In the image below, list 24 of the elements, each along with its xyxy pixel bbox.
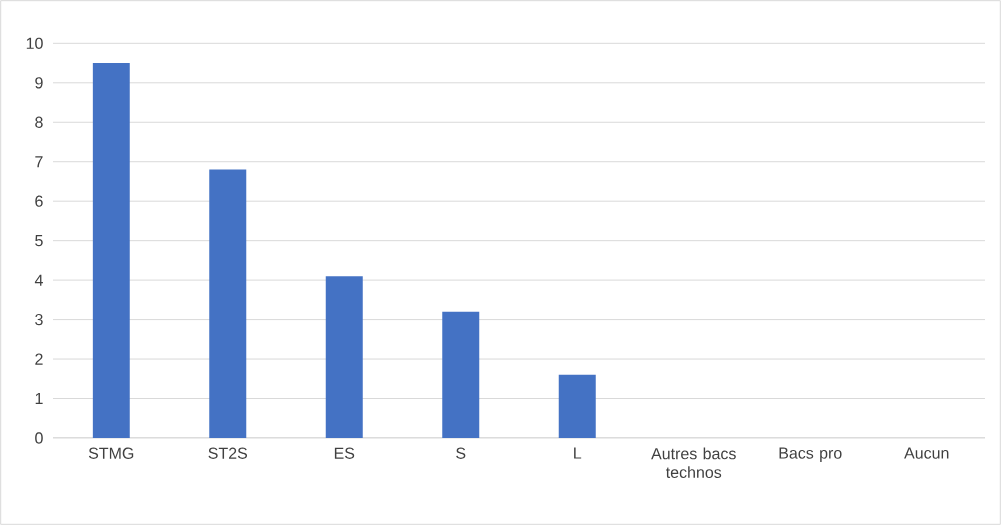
y-tick-label: 2 bbox=[35, 353, 43, 365]
x-tick-label: ST2S bbox=[208, 447, 248, 459]
bar bbox=[558, 374, 596, 438]
x-tick-label: Aucun bbox=[904, 447, 949, 459]
bar bbox=[92, 63, 130, 438]
y-tick-label: 4 bbox=[34, 274, 43, 286]
y-tick-label: 0 bbox=[35, 432, 43, 444]
y-tick-label: 8 bbox=[35, 116, 43, 128]
y-tick-label: 7 bbox=[35, 156, 43, 168]
x-tick-label: L bbox=[574, 447, 582, 459]
x-tick-label: ES bbox=[334, 447, 355, 459]
bar bbox=[209, 169, 247, 438]
y-tick-label: 3 bbox=[35, 313, 43, 326]
x-tick-label: STMG bbox=[88, 447, 134, 459]
x-tick-label: Bacs pro bbox=[779, 447, 842, 462]
x-tick-label: S bbox=[456, 447, 466, 459]
y-tick-label: 5 bbox=[35, 235, 43, 247]
y-tick-label: 6 bbox=[35, 195, 43, 207]
bar bbox=[442, 311, 480, 438]
bar bbox=[325, 276, 363, 438]
y-tick-label: 1 bbox=[35, 393, 43, 405]
y-tick-label: 9 bbox=[35, 77, 43, 89]
y-tick-label: 10 bbox=[26, 37, 43, 49]
x-tick-label: Autres bacs technos bbox=[651, 447, 736, 478]
